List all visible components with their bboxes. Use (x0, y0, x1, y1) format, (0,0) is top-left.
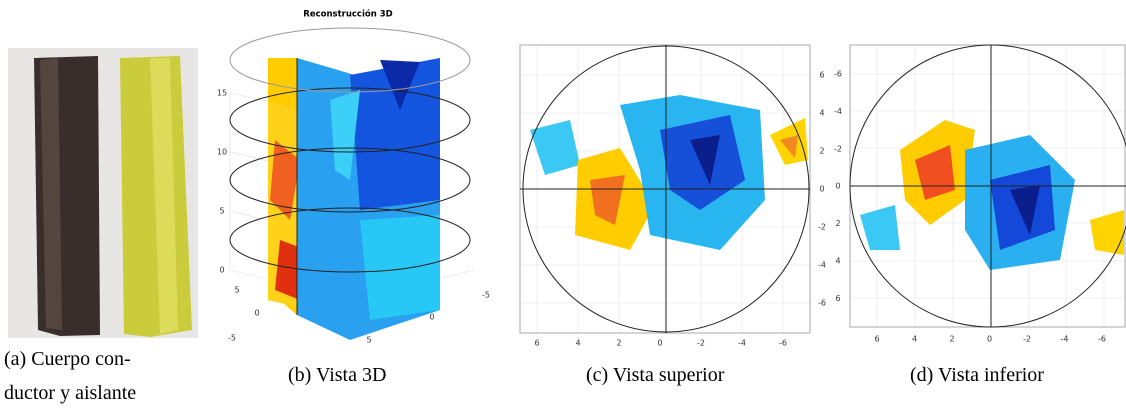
caption: (b) Vista 3D (288, 364, 386, 387)
caption-line: (a) Cuerpo con- (4, 348, 131, 371)
tick-label: 0 (219, 266, 224, 275)
tick-label: 2 (949, 335, 954, 344)
tick-label: -6 (779, 339, 787, 348)
view-bottom (850, 45, 1126, 327)
tick-label: 0 (987, 335, 992, 344)
tick-label: 6 (835, 294, 840, 303)
caption: (d) Vista inferior (910, 364, 1044, 387)
tick-label: -2 (818, 223, 826, 232)
tick-label: 4 (912, 335, 917, 344)
tick-label: 6 (534, 339, 539, 348)
caption-line: ductor y aislante (4, 382, 136, 405)
tick-label: -4 (818, 261, 826, 270)
tick-label: 2 (616, 339, 621, 348)
tick-label: -2 (1023, 335, 1031, 344)
tick-label: -5 (228, 334, 236, 343)
photo (8, 48, 198, 338)
tick-label: 5 (234, 286, 239, 295)
tick-label: 2 (835, 219, 840, 228)
figure-graphics: Reconstrucción 3D 0 5 10 15 5 0 -5 -5 0 5 6 4 2 0 -2 -4… (0, 0, 1126, 417)
tick-label: 2 (819, 147, 824, 156)
tick-label: -2 (834, 144, 842, 153)
tick-label: 4 (575, 339, 580, 348)
tick-label: 4 (835, 257, 840, 266)
tick-label: 5 (366, 336, 371, 345)
tick-label: 6 (874, 335, 879, 344)
caption: (c) Vista superior (586, 364, 724, 387)
tick-label: 4 (819, 109, 824, 118)
tick-label: 0 (835, 182, 840, 191)
tick-label: -4 (834, 107, 842, 116)
tick-label: 0 (657, 339, 662, 348)
tick-label: 0 (819, 185, 824, 194)
tick-label: -4 (738, 339, 746, 348)
tick-label: 0 (254, 309, 259, 318)
tick-label: 10 (217, 148, 227, 157)
tick-label: -6 (818, 299, 826, 308)
tick-label: -4 (1061, 335, 1069, 344)
view-top (520, 45, 810, 333)
tick-label: -6 (834, 70, 842, 79)
figure: Reconstrucción 3D 0 5 10 15 5 0 -5 -5 0 5 6 4 2 0 -2 -4… (0, 0, 1126, 417)
tick-label: 5 (219, 207, 224, 216)
tick-label: -6 (1098, 335, 1106, 344)
tick-label: 15 (217, 89, 227, 98)
view-3d (230, 28, 475, 340)
tick-label: 6 (819, 71, 824, 80)
tick-label: 0 (429, 313, 434, 322)
tick-label: -5 (482, 291, 490, 300)
tick-label: -2 (697, 339, 705, 348)
plot-title: Reconstrucción 3D (303, 9, 392, 20)
